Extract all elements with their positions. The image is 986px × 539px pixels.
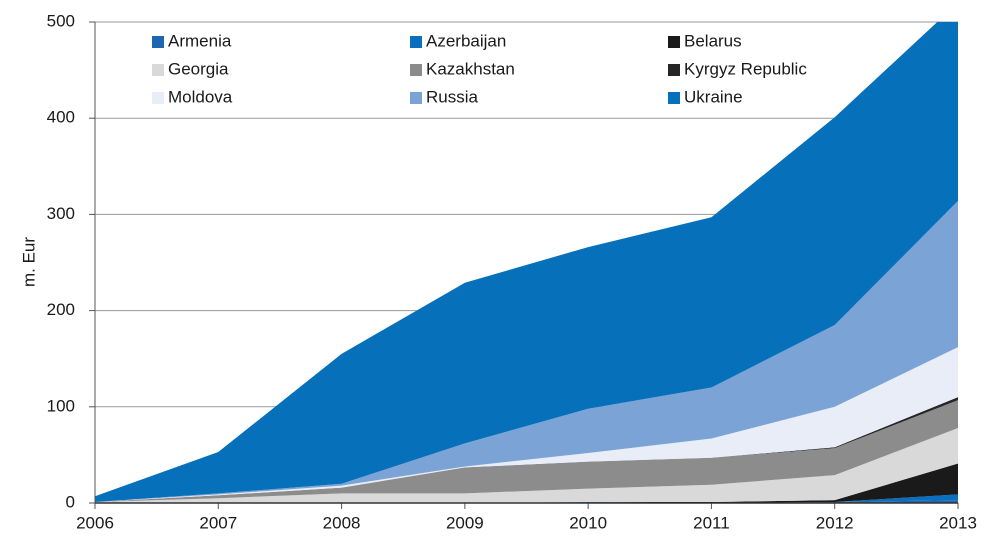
y-tick-label: 100: [47, 396, 75, 415]
legend-label: Moldova: [168, 87, 233, 106]
legend-swatch: [668, 64, 680, 76]
y-tick-label: 0: [66, 492, 75, 511]
x-tick-label: 2013: [939, 513, 977, 532]
x-tick-label: 2012: [816, 513, 854, 532]
legend-label: Russia: [426, 87, 479, 106]
legend-swatch: [152, 92, 164, 104]
legend-swatch: [668, 36, 680, 48]
legend-label: Ukraine: [684, 87, 743, 106]
legend-label: Belarus: [684, 31, 742, 50]
legend-swatch: [152, 36, 164, 48]
area: [95, 347, 958, 503]
x-tick-label: 2009: [446, 513, 484, 532]
legend: Armenia Azerbaijan Belarus Georgia Kazakhsta…: [152, 31, 807, 106]
legend-swatch: [410, 64, 422, 76]
x-tick-label: 2011: [693, 513, 730, 532]
legend-swatch: [410, 36, 422, 48]
legend-label: Kyrgyz Republic: [684, 59, 807, 78]
area: [95, 22, 958, 503]
legend-label: Kazakhstan: [426, 59, 515, 78]
legend-label: Armenia: [168, 31, 232, 50]
axes: 0 100 200 300 400 500 2006 2007 2008 2009 2010 2011…: [47, 11, 977, 532]
legend-swatch: [152, 64, 164, 76]
area: [95, 463, 958, 503]
y-tick-label: 400: [47, 108, 75, 127]
x-tick-label: 2007: [199, 513, 237, 532]
x-tick-label: 2006: [76, 513, 114, 532]
y-tick-label: 300: [47, 204, 75, 223]
legend-swatch: [410, 92, 422, 104]
y-axis-label: m. Eur: [19, 237, 38, 287]
y-tick-label: 500: [47, 11, 75, 30]
legend-label: Azerbaijan: [426, 31, 506, 50]
legend-label: Georgia: [168, 59, 229, 78]
area: [95, 400, 958, 503]
y-tick-label: 200: [47, 300, 75, 319]
x-tick-label: 2008: [323, 513, 361, 532]
area: [95, 200, 958, 503]
area: [95, 427, 958, 503]
x-tick-label: 2010: [569, 513, 607, 532]
legend-swatch: [668, 92, 680, 104]
